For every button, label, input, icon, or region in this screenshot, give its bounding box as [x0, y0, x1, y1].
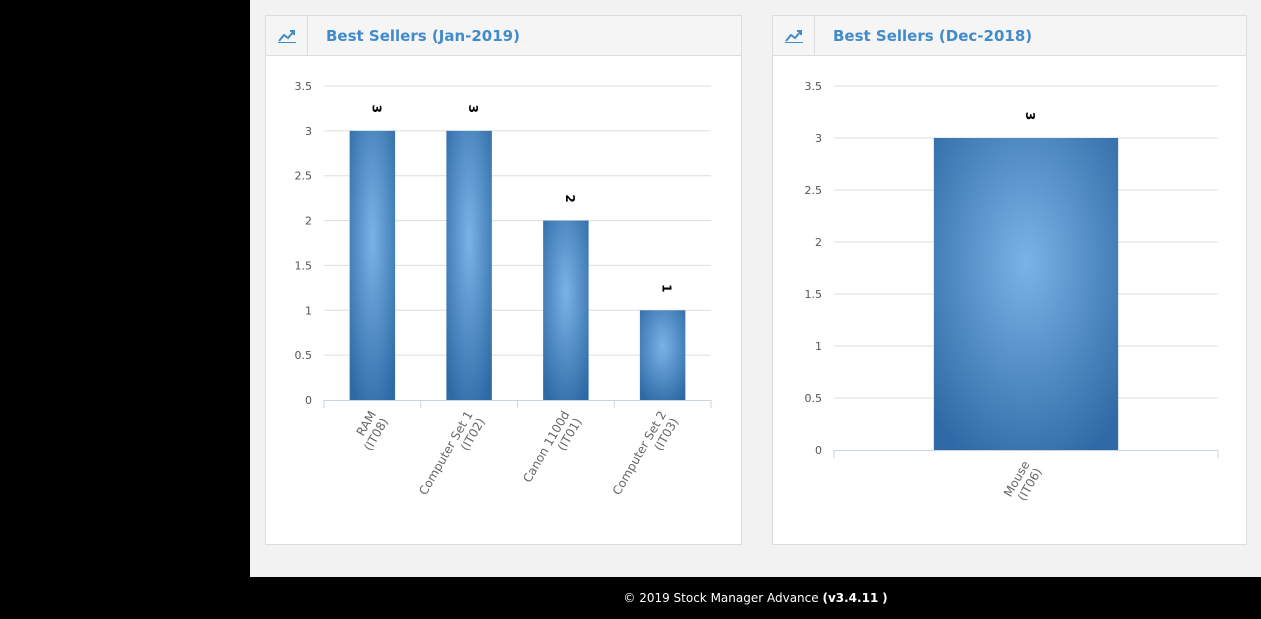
y-tick-label: 2	[815, 236, 822, 249]
y-tick-label: 0.5	[295, 349, 313, 362]
y-tick-label: 3	[305, 125, 312, 138]
y-tick-label: 3.5	[295, 80, 313, 93]
line-chart-icon	[773, 16, 815, 55]
bar	[933, 138, 1119, 450]
y-tick-label: 1.5	[295, 259, 313, 272]
x-category-label-line: Computer Set 1	[416, 409, 475, 498]
x-category-label-line: Computer Set 2	[610, 409, 669, 498]
best-sellers-dec-box: Best Sellers (Dec-2018) 0 0.5 1 1.5 2 2.5 3 3.5…	[772, 15, 1247, 545]
data-label: 3	[466, 105, 480, 113]
y-tick-label: 0.5	[805, 392, 823, 405]
dashboard-content: Best Sellers (Jan-2019) 0 0.5 1 1.5 2 2.5 3 3.5…	[250, 0, 1261, 577]
y-tick-label: 3.5	[805, 80, 823, 93]
sidebar-area	[0, 0, 250, 577]
footer-version-open: (	[822, 591, 828, 605]
data-label: 3	[369, 105, 383, 113]
y-tick-label: 0	[305, 394, 312, 407]
footer-version-close: )	[882, 591, 888, 605]
y-tick-label: 2.5	[805, 184, 823, 197]
bar	[543, 220, 589, 400]
x-category-label: Mouse(IT06)	[1001, 459, 1045, 507]
box-title: Best Sellers (Dec-2018)	[833, 27, 1033, 45]
best-sellers-dec-chart: 0 0.5 1 1.5 2 2.5 3 3.5 3 Mouse(IT06)	[805, 80, 1219, 507]
y-tick-label: 2	[305, 215, 312, 228]
data-label: 3	[1023, 112, 1037, 120]
best-sellers-jan-chart: 0 0.5 1 1.5 2 2.5 3 3.5 3 RAM(IT08) 3 Computer Set …	[295, 80, 712, 505]
y-tick-label: 3	[815, 132, 822, 145]
x-category-label: Canon 1100d(IT01)	[520, 409, 584, 493]
data-label: 2	[563, 194, 577, 202]
bar	[349, 130, 396, 400]
y-tick-label: 1	[815, 340, 822, 353]
best-sellers-jan-box: Best Sellers (Jan-2019) 0 0.5 1 1.5 2 2.5 3 3.5…	[265, 15, 742, 545]
footer: © 2019 Stock Manager Advance (v3.4.11 )	[250, 577, 1261, 615]
box-title: Best Sellers (Jan-2019)	[326, 27, 520, 45]
footer-version: v3.4.11	[827, 591, 879, 605]
footer-copyright: © 2019 Stock Manager Advance	[623, 591, 819, 605]
data-label: 1	[660, 284, 674, 292]
line-chart-icon	[266, 16, 308, 55]
y-tick-label: 2.5	[295, 170, 313, 183]
y-tick-label: 0	[815, 444, 822, 457]
y-tick-label: 1.5	[805, 288, 823, 301]
box-header: Best Sellers (Jan-2019)	[266, 16, 741, 56]
bar	[446, 130, 492, 400]
bar	[639, 310, 686, 400]
box-header: Best Sellers (Dec-2018)	[773, 16, 1246, 56]
x-category-label: Computer Set 2(IT03)	[610, 409, 682, 505]
y-tick-label: 1	[305, 304, 312, 317]
x-category-label: Computer Set 1(IT02)	[416, 409, 488, 505]
x-category-label: RAM(IT08)	[349, 409, 391, 454]
